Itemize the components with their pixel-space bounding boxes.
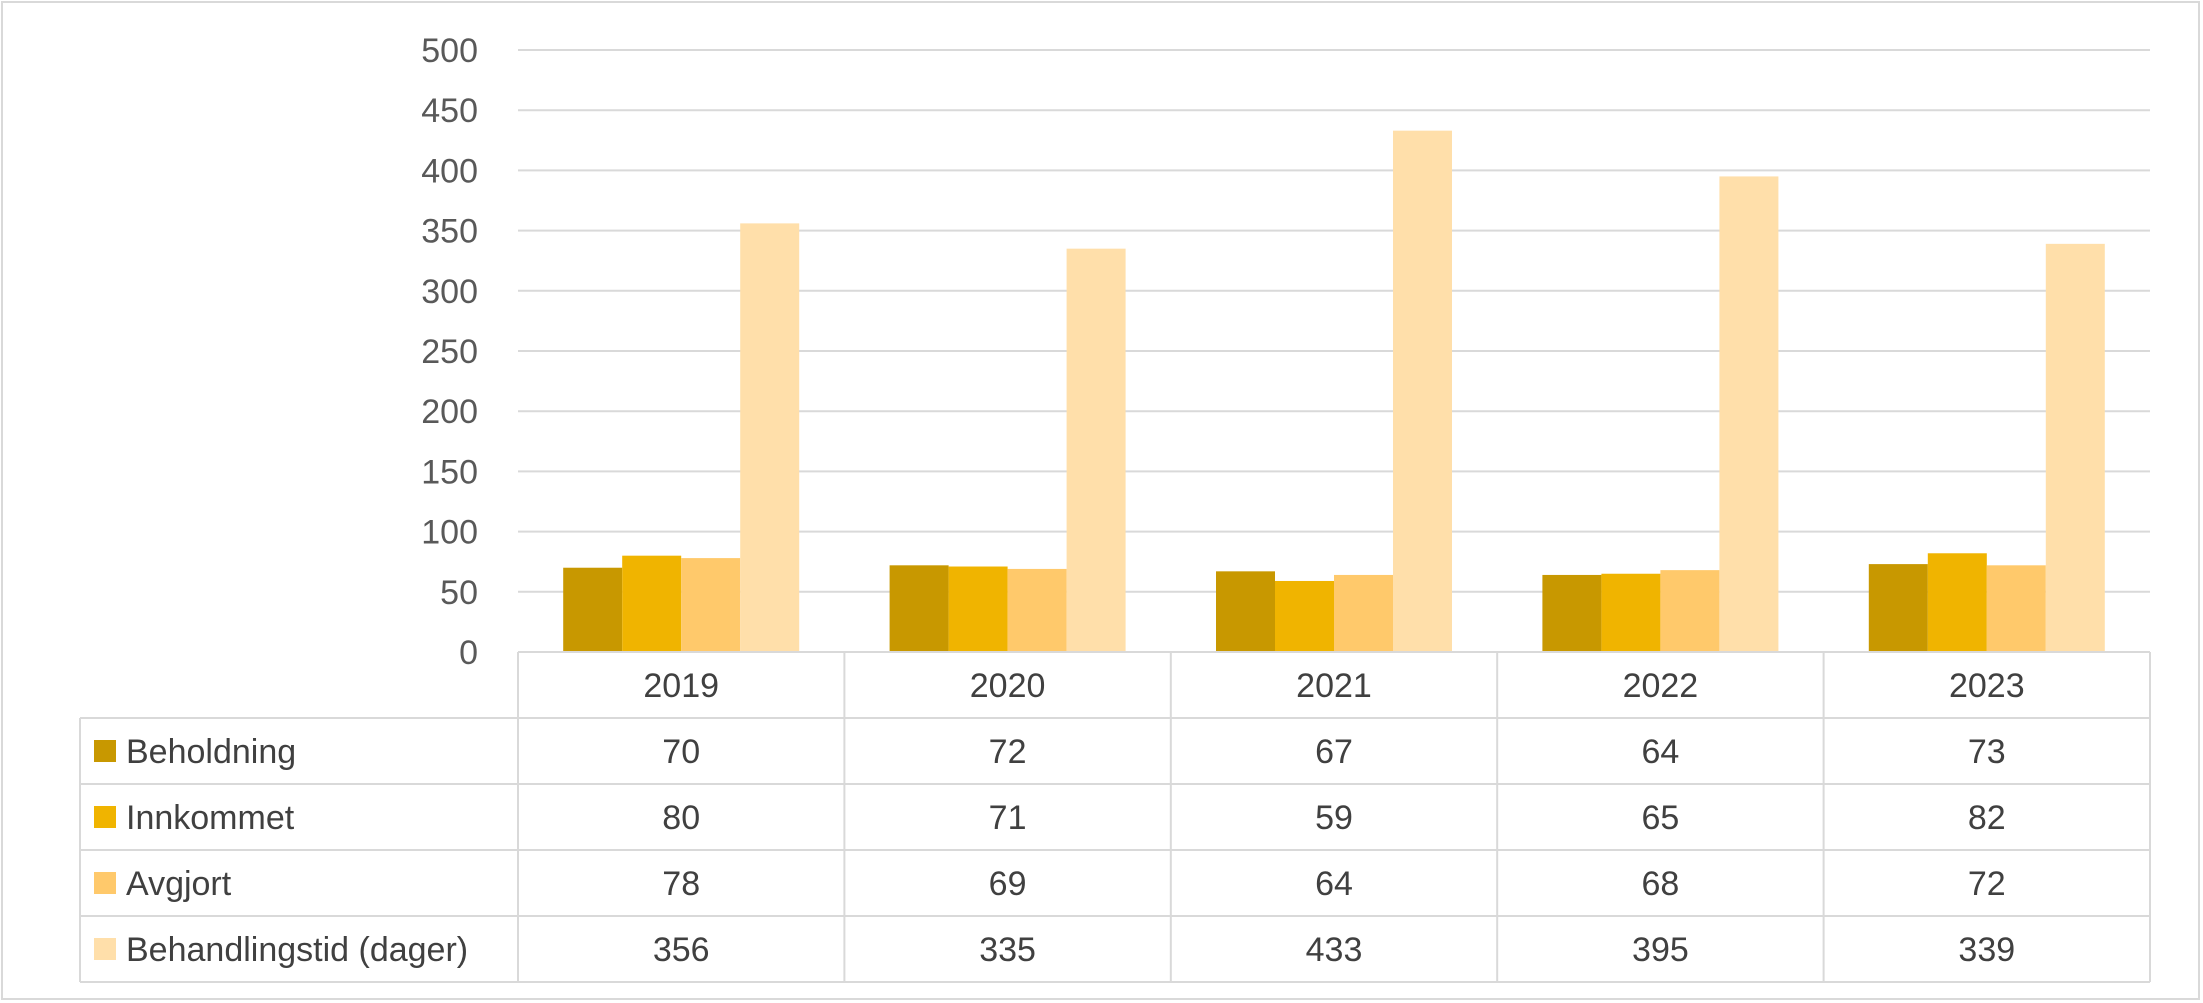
x-tick-label: 2020 [970,667,1046,705]
y-axis: 0 50 100 150 200 250 300 350 400 450 500 [421,32,478,672]
table-cell-value: 70 [662,733,700,771]
x-tick-label: 2023 [1949,667,2025,705]
table-cell-value: 64 [1641,733,1679,771]
table-cell-value: 339 [1958,931,2015,969]
y-tick-label: 450 [421,92,478,130]
y-tick-label: 300 [421,273,478,311]
x-tick-label: 2019 [643,667,719,705]
legend-swatch [94,740,116,762]
y-tick-label: 50 [440,574,478,612]
bar-innkommet-2019 [622,555,682,652]
table-cell-value: 71 [989,799,1027,837]
y-tick-label: 200 [421,393,478,431]
table-cell-value: 69 [989,865,1027,903]
bar-avgjort-2023 [1986,565,2046,652]
table-cell-value: 64 [1315,865,1353,903]
bar-innkommet-2020 [948,566,1008,652]
legend-label: Avgjort [126,865,232,903]
table-cell-value: 67 [1315,733,1353,771]
bar-innkommet-2023 [1927,553,1987,652]
y-tick-label: 250 [421,333,478,371]
bar-behandlingstid-dager-2020 [1066,248,1126,652]
bar-beholdning-2019 [563,567,623,652]
table-cell-value: 82 [1968,799,2006,837]
legend-swatch [94,806,116,828]
bar-behandlingstid-dager-2021 [1393,130,1452,653]
legend-label: Innkommet [126,799,295,837]
x-tick-label: 2022 [1623,667,1699,705]
y-tick-label: 400 [421,152,478,190]
x-tick-label: 2021 [1296,667,1372,705]
bar-innkommet-2021 [1275,580,1334,652]
bar-beholdning-2021 [1216,571,1275,652]
legend-label: Beholdning [126,733,296,771]
bar-behandlingstid-dager-2023 [2045,243,2105,652]
table-cell-value: 68 [1641,865,1679,903]
y-tick-label: 0 [459,634,478,672]
y-tick-label: 100 [421,514,478,552]
bar-behandlingstid-dager-2019 [740,223,800,652]
table-cell-value: 395 [1632,931,1689,969]
bar-behandlingstid-dager-2022 [1719,176,1779,653]
bar-avgjort-2020 [1007,568,1067,652]
bar-beholdning-2023 [1868,564,1928,652]
y-tick-label: 150 [421,453,478,491]
legend-swatch [94,872,116,894]
table-cell-value: 73 [1968,733,2006,771]
y-tick-label: 350 [421,213,478,251]
table-cell-value: 356 [653,931,710,969]
bar-beholdning-2022 [1542,574,1602,652]
bar-avgjort-2021 [1334,574,1393,652]
legend-label: Behandlingstid (dager) [126,931,468,969]
table-cell-value: 65 [1641,799,1679,837]
bars [563,130,2105,653]
bar-innkommet-2022 [1601,573,1661,652]
table-cell-value: 335 [979,931,1036,969]
table-cell-value: 72 [989,733,1027,771]
y-tick-label: 500 [421,32,478,70]
bar-avgjort-2022 [1660,570,1720,652]
table-cell-value: 59 [1315,799,1353,837]
bar-avgjort-2019 [681,558,741,652]
data-table: 2019 2020 2021 2022 2023 Beholdning 70 72 67 64 73… [79,651,2151,983]
legend-swatch [94,938,116,960]
table-cell-value: 78 [662,865,700,903]
bar-beholdning-2020 [889,565,949,652]
table-cell-value: 433 [1306,931,1363,969]
table-cell-value: 72 [1968,865,2006,903]
table-cell-value: 80 [662,799,700,837]
